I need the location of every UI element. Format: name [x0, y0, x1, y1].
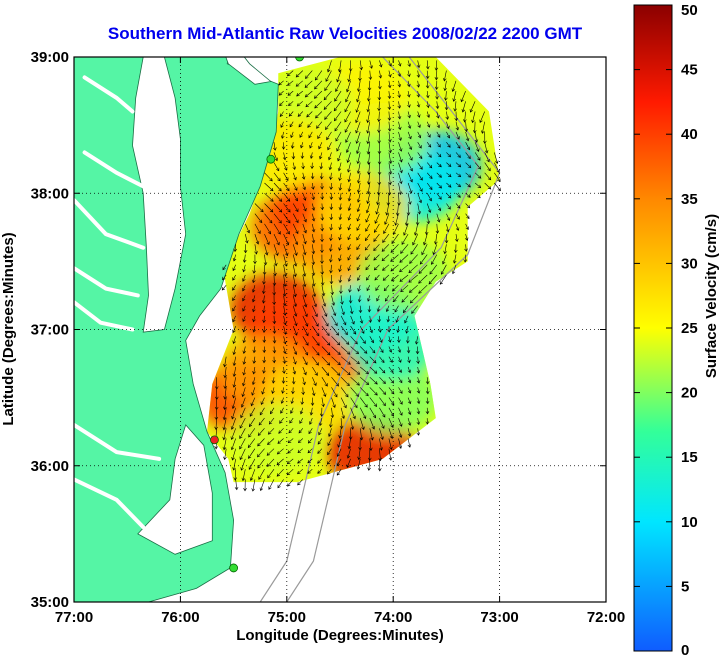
river — [74, 198, 146, 250]
colorbar-tick-label: 10 — [681, 514, 698, 531]
bathymetry-contours — [259, 57, 501, 602]
river — [82, 150, 146, 189]
river — [74, 477, 146, 530]
speed-cell — [315, 170, 408, 243]
land-mass — [74, 57, 279, 602]
radar-site-marker — [229, 563, 239, 573]
isobath — [259, 57, 479, 602]
colorbar-tick-label: 25 — [681, 320, 698, 337]
chart-title: Southern Mid-Atlantic Raw Velocities 200… — [108, 24, 583, 43]
colorbar-label: Surface Velocity (cm/s) — [703, 214, 720, 378]
speed-heatmap — [207, 57, 500, 483]
river — [74, 300, 135, 332]
radar-site-marker — [295, 57, 304, 62]
radar-site-marker — [210, 435, 219, 445]
x-tick-label: 73:00 — [480, 609, 518, 626]
x-tick-label: 75:00 — [268, 609, 306, 626]
colorbar-tick-label: 50 — [681, 2, 698, 19]
speed-cell — [347, 307, 440, 380]
grid-lines — [74, 57, 606, 602]
chesapeake-bay — [132, 57, 187, 333]
speed-cell — [230, 402, 323, 475]
colorbar-tick-label: 40 — [681, 126, 698, 143]
delaware-bay — [225, 57, 272, 85]
y-axis-ticks: 39:00 38:00 37:00 36:00 35:00 — [31, 49, 606, 611]
river — [74, 266, 140, 298]
y-tick-label: 35:00 — [31, 594, 69, 611]
plot-area — [74, 57, 606, 602]
x-tick-label: 74:00 — [374, 609, 412, 626]
river — [82, 75, 135, 114]
colorbar-tick-label: 15 — [681, 449, 698, 466]
river — [74, 422, 162, 461]
y-axis-label: Latitude (Degrees:Minutes) — [0, 232, 17, 425]
isobath — [286, 57, 501, 602]
colorbar-tick-label: 0 — [681, 642, 689, 659]
x-tick-label: 77:00 — [55, 609, 93, 626]
y-tick-label: 38:00 — [31, 185, 69, 202]
y-tick-label: 36:00 — [31, 458, 69, 475]
radar-sites — [210, 57, 304, 573]
colorbar-tick-label: 5 — [681, 578, 689, 595]
x-axis-ticks: 77:00 76:00 75:00 74:00 73:00 72:00 — [55, 57, 625, 626]
colorbar-tick-label: 20 — [681, 385, 698, 402]
y-tick-label: 37:00 — [31, 322, 69, 339]
y-tick-label: 39:00 — [31, 49, 69, 66]
colorbar-ticks: 0 5 10 15 20 25 30 35 40 45 50 — [634, 2, 698, 659]
colorbar-tick-label: 45 — [681, 62, 698, 79]
x-tick-label: 76:00 — [161, 609, 199, 626]
coast-land — [74, 57, 279, 602]
colorbar — [633, 4, 673, 652]
speed-blobs — [207, 61, 482, 483]
x-axis-label: Longitude (Degrees:Minutes) — [236, 627, 444, 644]
colorbar-tick-label: 35 — [681, 191, 698, 208]
colorbar-tick-label: 30 — [681, 255, 698, 272]
pamlico-sound — [137, 424, 213, 555]
radar-site-marker — [266, 154, 276, 164]
x-tick-label: 72:00 — [587, 609, 625, 626]
